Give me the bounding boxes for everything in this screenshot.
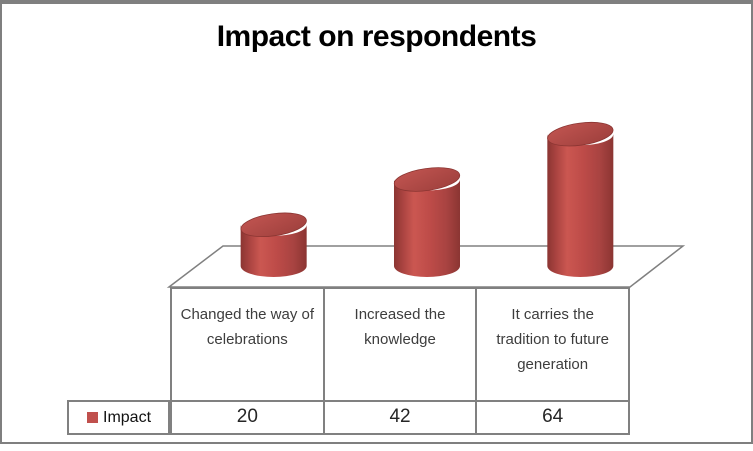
legend-series-label: Impact: [103, 408, 152, 426]
category-label-3: It carries the tradition to future gener…: [475, 289, 628, 400]
legend-swatch-icon: [87, 412, 98, 423]
legend: Impact: [67, 400, 170, 435]
cylinder-body-1: [240, 224, 307, 277]
data-table-value-row: 20 42 64: [170, 400, 630, 435]
cylinder-body-3: [547, 134, 614, 277]
category-label-1: Changed the way of celebrations: [180, 306, 315, 348]
value-cell-3: 64: [475, 400, 628, 433]
value-cell-2: 42: [322, 400, 476, 433]
cylinder-top-2: [393, 167, 461, 192]
cylinder-top-1: [240, 212, 307, 238]
value-cell-1: 20: [236, 405, 258, 427]
category-label-2: Increased the knowledge: [322, 289, 476, 400]
chart-title: Impact on respondents: [216, 20, 537, 53]
cylinder-body-2: [393, 179, 460, 277]
cylinder-series: [240, 121, 614, 277]
data-table-category-row: Changed the way of celebrations Increase…: [170, 287, 630, 402]
cylinder-top-3: [547, 121, 614, 147]
